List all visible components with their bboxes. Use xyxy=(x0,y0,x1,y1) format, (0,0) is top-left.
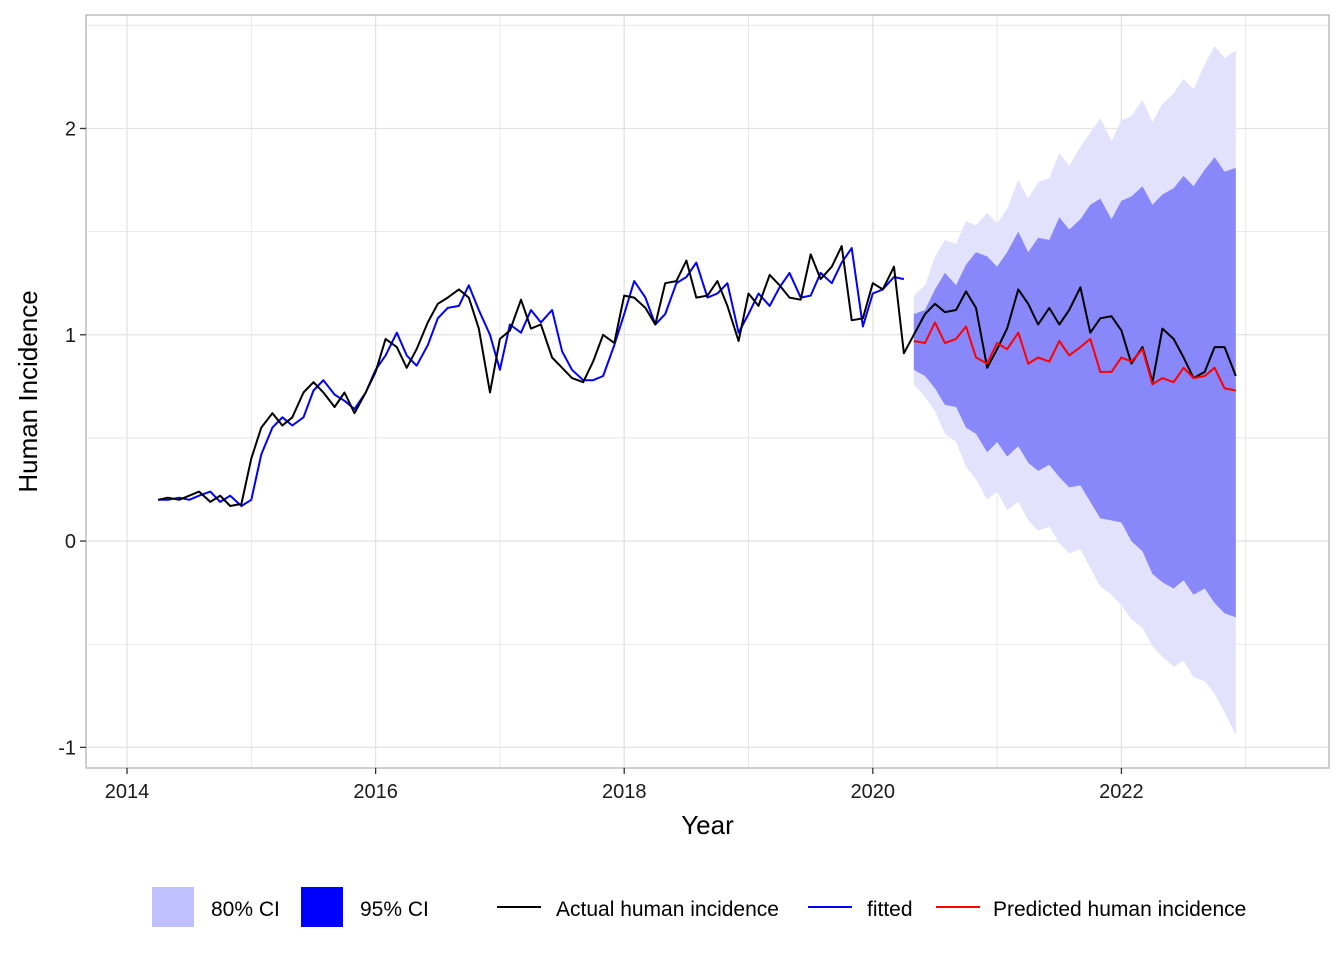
confidence-bands xyxy=(913,45,1236,735)
x-tick-label: 2020 xyxy=(851,781,896,803)
legend-key-ci-95 xyxy=(301,887,343,927)
legend-label-ci-95: 95% CI xyxy=(360,898,429,921)
x-tick-label: 2014 xyxy=(105,781,150,803)
y-tick-label: -1 xyxy=(58,737,76,759)
y-axis-title: Human Incidence xyxy=(13,290,43,492)
legend: 80% CI 95% CI Actual human incidence fitted… xyxy=(152,887,1246,927)
y-axis: -1 0 1 2 xyxy=(58,118,86,759)
x-axis-title: Year xyxy=(681,810,734,840)
fitted-line xyxy=(158,247,905,507)
ci-95-band xyxy=(913,157,1236,618)
y-tick-label: 1 xyxy=(65,325,76,347)
panel-border xyxy=(85,14,1330,769)
legend-key-ci-80 xyxy=(152,887,194,927)
y-tick-label: 0 xyxy=(65,531,76,553)
legend-label-predicted: Predicted human incidence xyxy=(993,898,1246,921)
legend-label-ci-80: 80% CI xyxy=(211,898,280,921)
legend-label-fitted: fitted xyxy=(867,898,913,921)
series-lines xyxy=(157,245,1237,507)
actual-incidence-line xyxy=(157,245,1237,507)
y-tick-label: 2 xyxy=(65,118,76,140)
x-tick-label: 2022 xyxy=(1099,781,1144,803)
x-axis: 2014 2016 2018 2020 2022 xyxy=(105,768,1144,803)
legend-label-actual: Actual human incidence xyxy=(556,898,779,921)
predicted-incidence-line xyxy=(913,321,1236,392)
x-tick-label: 2016 xyxy=(353,781,398,803)
x-tick-label: 2018 xyxy=(602,781,647,803)
